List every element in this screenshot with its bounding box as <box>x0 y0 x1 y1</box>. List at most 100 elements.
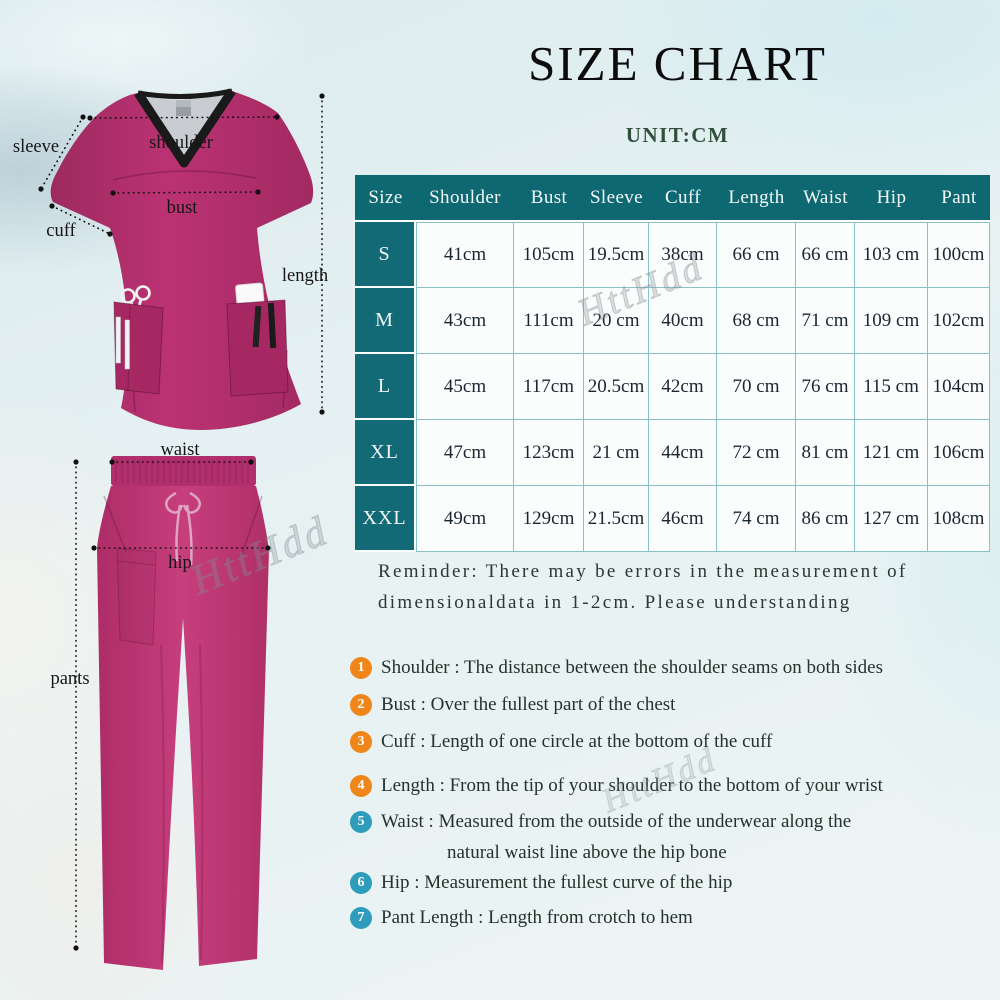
scrub-pants-image <box>97 456 269 970</box>
reminder-line-1: Reminder: There may be errors in the mea… <box>378 561 908 582</box>
table-cell: 21 cm <box>584 420 649 486</box>
column-header-bust: Bust <box>514 175 584 222</box>
table-cell: 40cm <box>649 288 717 354</box>
table-cell: 105cm <box>514 222 584 288</box>
measure-note-shoulder: 1 Shoulder : The distance between the sh… <box>350 655 998 681</box>
measure-note-waist: 5 Waist : Measured from the outside of t… <box>350 809 998 866</box>
table-cell: 47cm <box>416 420 514 486</box>
table-cell: 72 cm <box>717 420 796 486</box>
note-text: Hip : Measurement the fullest curve of t… <box>381 872 733 893</box>
garment-photos: sleeve shoulder bust cuff length waist h… <box>13 88 328 970</box>
page-title: SIZE CHART <box>528 36 827 91</box>
table-cell: 115 cm <box>855 354 928 420</box>
bust-measure-line <box>112 191 259 194</box>
size-row-label: XL <box>355 420 416 486</box>
note-text: Length : From the tip of your shoulder t… <box>381 775 883 796</box>
shoulder-measure-line <box>89 116 278 119</box>
column-header-sleeve: Sleeve <box>584 175 649 222</box>
note-text: Cuff : Length of one circle at the botto… <box>381 731 773 752</box>
table-cell: 129cm <box>514 486 584 552</box>
reminder-line-2: dimensionaldata in 1-2cm. Please underst… <box>378 592 852 613</box>
size-row-label: M <box>355 288 416 354</box>
size-row-label: S <box>355 222 416 288</box>
table-cell: 111cm <box>514 288 584 354</box>
table-cell: 66 cm <box>796 222 855 288</box>
note-number-badge: 4 <box>350 775 372 797</box>
table-cell: 106cm <box>928 420 990 486</box>
size-table: Size Shoulder Bust Sleeve Cuff Length Wa… <box>355 175 990 552</box>
table-cell: 38cm <box>649 222 717 288</box>
unit-label: UNIT:CM <box>625 123 730 147</box>
measure-note-cuff: 3 Cuff : Length of one circle at the bot… <box>350 729 998 755</box>
note-number-badge: 7 <box>350 907 372 929</box>
note-number-badge: 3 <box>350 731 372 753</box>
measurement-line-dots <box>38 93 325 951</box>
size-row-label: L <box>355 354 416 420</box>
note-text: Bust : Over the fullest part of the ches… <box>381 694 676 715</box>
column-header-waist: Waist <box>796 175 855 222</box>
column-header-length: Length <box>717 175 796 222</box>
table-cell: 21.5cm <box>584 486 649 552</box>
table-cell: 74 cm <box>717 486 796 552</box>
sleeve-measure-line <box>40 116 84 190</box>
note-text: Waist : Measured from the outside of the… <box>381 809 851 866</box>
reminder-text: Reminder: There may be errors in the mea… <box>378 556 988 618</box>
length-label: length <box>282 266 328 286</box>
bust-label: bust <box>167 198 199 218</box>
table-cell: 66 cm <box>717 222 796 288</box>
measure-note-pant-length: 7 Pant Length : Length from crotch to he… <box>350 905 998 931</box>
sleeve-label: sleeve <box>13 137 59 157</box>
table-cell: 103 cm <box>855 222 928 288</box>
table-cell: 127 cm <box>855 486 928 552</box>
pants-label: pants <box>50 669 89 689</box>
table-cell: 43cm <box>416 288 514 354</box>
column-header-size: Size <box>355 175 416 222</box>
table-cell: 100cm <box>928 222 990 288</box>
table-cell: 68 cm <box>717 288 796 354</box>
table-cell: 41cm <box>416 222 514 288</box>
table-cell: 45cm <box>416 354 514 420</box>
column-header-shoulder: Shoulder <box>416 175 514 222</box>
scrub-top-image <box>50 88 314 430</box>
note-text: Shoulder : The distance between the shou… <box>381 657 883 678</box>
measure-note-bust: 2 Bust : Over the fullest part of the ch… <box>350 692 998 718</box>
table-cell: 44cm <box>649 420 717 486</box>
table-cell: 71 cm <box>796 288 855 354</box>
note-number-badge: 6 <box>350 872 372 894</box>
waist-label: waist <box>160 440 200 460</box>
note-text: Pant Length : Length from crotch to hem <box>381 907 693 928</box>
shoulder-label: shoulder <box>149 133 213 153</box>
measurement-lines <box>40 95 323 949</box>
table-cell: 86 cm <box>796 486 855 552</box>
table-cell: 117cm <box>514 354 584 420</box>
table-cell: 46cm <box>649 486 717 552</box>
column-header-hip: Hip <box>855 175 928 222</box>
note-number-badge: 1 <box>350 657 372 679</box>
table-cell: 42cm <box>649 354 717 420</box>
cuff-measure-line <box>51 205 111 235</box>
note-number-badge: 5 <box>350 811 372 833</box>
measure-note-length: 4 Length : From the tip of your shoulder… <box>350 773 998 799</box>
table-cell: 70 cm <box>717 354 796 420</box>
table-cell: 19.5cm <box>584 222 649 288</box>
hip-label: hip <box>168 553 192 573</box>
table-cell: 76 cm <box>796 354 855 420</box>
column-header-cuff: Cuff <box>649 175 717 222</box>
note-number-badge: 2 <box>350 694 372 716</box>
note-text-line-1: Waist : Measured from the outside of the… <box>381 811 852 832</box>
note-text-line-2: natural waist line above the hip bone <box>447 842 727 863</box>
table-cell: 104cm <box>928 354 990 420</box>
cuff-label: cuff <box>46 221 76 241</box>
size-row-label: XXL <box>355 486 416 552</box>
table-cell: 108cm <box>928 486 990 552</box>
column-header-pant: Pant <box>928 175 990 222</box>
table-cell: 109 cm <box>855 288 928 354</box>
table-cell: 121 cm <box>855 420 928 486</box>
table-cell: 81 cm <box>796 420 855 486</box>
table-cell: 20 cm <box>584 288 649 354</box>
table-cell: 123cm <box>514 420 584 486</box>
table-cell: 20.5cm <box>584 354 649 420</box>
table-cell: 102cm <box>928 288 990 354</box>
table-cell: 49cm <box>416 486 514 552</box>
